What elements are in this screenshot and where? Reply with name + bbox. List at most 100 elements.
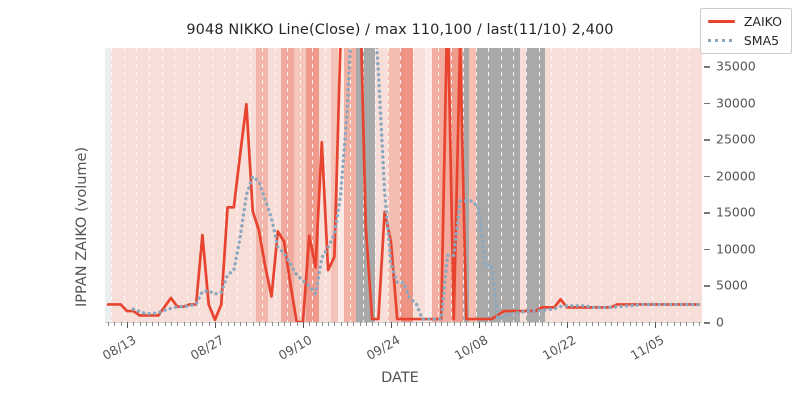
gridline <box>199 48 201 322</box>
background-band <box>469 48 476 322</box>
x-tick-minor <box>629 322 631 326</box>
x-tick-mark <box>654 322 657 328</box>
x-tick-minor <box>598 322 600 326</box>
x-tick-minor <box>258 322 260 326</box>
x-tick-minor <box>497 322 499 326</box>
x-tick-minor <box>296 322 298 326</box>
x-tick-minor <box>604 322 606 326</box>
background-band <box>375 48 388 322</box>
legend-item-zaiko[interactable]: ZAIKO <box>707 14 782 29</box>
gridline <box>563 48 565 322</box>
gridline <box>576 48 578 322</box>
gridline <box>224 48 226 322</box>
series-lines <box>106 48 701 322</box>
x-tick-minor <box>460 322 462 326</box>
gridline <box>538 48 540 322</box>
gridline <box>626 48 628 322</box>
background-band <box>519 48 527 322</box>
x-tick-minor <box>365 322 367 326</box>
x-tick-minor <box>290 322 292 326</box>
x-tick-minor <box>284 322 286 326</box>
x-tick-minor <box>579 322 581 326</box>
x-tick-minor <box>328 322 330 326</box>
x-tick-minor <box>504 322 506 326</box>
legend-item-sma5[interactable]: SMA5 <box>707 33 782 48</box>
gridline <box>174 48 176 322</box>
y-tick-mark <box>704 322 710 324</box>
x-tick-minor <box>189 322 191 326</box>
x-tick-minor <box>623 322 625 326</box>
x-tick-minor <box>510 322 512 326</box>
x-tick-label: 11/05 <box>627 332 667 364</box>
x-tick-minor <box>466 322 468 326</box>
x-tick-minor <box>422 322 424 326</box>
x-tick-minor <box>529 322 531 326</box>
x-tick-minor <box>434 322 436 326</box>
x-tick-minor <box>208 322 210 326</box>
x-tick-minor <box>334 322 336 326</box>
x-tick-minor <box>585 322 587 326</box>
gridline <box>400 48 402 322</box>
x-tick-minor <box>353 322 355 326</box>
chart-legend[interactable]: ZAIKO SMA5 <box>699 8 792 54</box>
x-tick-minor <box>321 322 323 326</box>
x-tick-minor <box>372 322 374 326</box>
series-line-sma5 <box>131 48 701 321</box>
x-tick-minor <box>183 322 185 326</box>
legend-swatch-solid-icon <box>707 16 735 27</box>
y-axis-title: IPPAN ZAIKO (volume) <box>74 146 90 307</box>
x-tick-minor <box>554 322 556 326</box>
gridline <box>601 48 603 322</box>
gridline <box>475 48 477 322</box>
x-tick-minor <box>661 322 663 326</box>
gridline <box>186 48 188 322</box>
x-tick-mark <box>126 322 129 328</box>
x-tick-minor <box>158 322 160 326</box>
x-tick-minor <box>491 322 493 326</box>
gridline <box>299 48 301 322</box>
gridline <box>500 48 502 322</box>
x-tick-minor <box>120 322 122 326</box>
background-band <box>425 48 432 322</box>
background-band <box>337 48 344 322</box>
gridline <box>362 48 364 322</box>
y-tick-mark <box>704 248 710 251</box>
gridline <box>324 48 326 322</box>
x-tick-minor <box>692 322 694 326</box>
gridline <box>689 48 691 322</box>
y-tick-mark <box>704 175 710 178</box>
y-tick-mark <box>704 66 710 68</box>
gridline <box>350 48 352 322</box>
x-tick-label: 09/24 <box>363 332 403 364</box>
legend-label-zaiko: ZAIKO <box>743 14 782 29</box>
x-tick-mark <box>390 322 393 328</box>
x-tick-minor <box>170 322 172 326</box>
x-tick-minor <box>252 322 254 326</box>
x-tick-minor <box>196 322 198 326</box>
x-tick-minor <box>403 322 405 326</box>
x-tick-minor <box>610 322 612 326</box>
x-tick-minor <box>359 322 361 326</box>
y-tick-label: 5000 <box>716 277 748 293</box>
gridline <box>111 48 113 322</box>
gridline <box>676 48 678 322</box>
x-tick-minor <box>265 322 267 326</box>
legend-label-sma5: SMA5 <box>743 33 780 48</box>
y-tick-label: 30000 <box>716 95 756 111</box>
background-band <box>105 48 112 322</box>
x-tick-minor <box>139 322 141 326</box>
gridline <box>337 48 339 322</box>
gridline <box>664 48 666 322</box>
gridline <box>639 48 641 322</box>
x-tick-mark <box>214 322 217 328</box>
x-tick-minor <box>240 322 242 326</box>
x-tick-minor <box>221 322 223 326</box>
x-tick-minor <box>472 322 474 326</box>
x-tick-minor <box>277 322 279 326</box>
y-tick-label: 20000 <box>716 168 756 184</box>
x-tick-minor <box>152 322 154 326</box>
gridline <box>526 48 528 322</box>
gridline <box>312 48 314 322</box>
x-tick-mark <box>302 322 305 328</box>
